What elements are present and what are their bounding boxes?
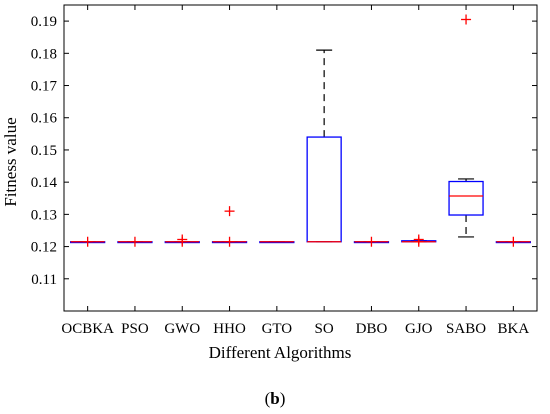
outlier-marker [508,236,519,247]
x-tick-label-gwo: GWO [164,321,200,337]
x-tick-label-hho: HHO [213,321,246,337]
outlier-marker [82,236,93,247]
y-tick-label: 0.13 [31,207,57,223]
box-dbo [353,236,390,247]
y-tick-label: 0.19 [31,14,57,30]
outlier-marker [177,234,188,245]
outlier-marker [461,14,472,25]
box-hho [211,206,248,247]
box-gto [259,241,295,244]
x-axis-title: Different Algorithms [209,343,352,362]
y-tick-label: 0.15 [31,143,57,159]
box-so [306,49,342,243]
x-tick-label-gjo: GJO [405,321,433,337]
y-axis-title: Fitness value [1,117,20,206]
outlier-marker [224,206,235,217]
y-tick-label: 0.14 [31,175,58,191]
x-tick-label-dbo: DBO [356,321,388,337]
interquartile-box [448,180,484,216]
box-sabo [448,14,484,238]
panel-label-letter: b [270,389,279,408]
box-gwo [164,234,200,247]
x-tick-label-gto: GTO [262,321,293,337]
y-tick-label: 0.11 [31,272,57,288]
plot-area [64,5,537,311]
axes: 0.11 0.12 0.13 0.14 0.15 0.16 0.17 0.18 0.19 OCBK… [31,4,538,337]
y-tick-label: 0.16 [31,111,58,127]
box-bka [495,236,532,247]
box-pso [117,236,153,247]
plot-background [64,5,537,311]
outlier-marker [413,234,424,245]
box-marks [70,14,532,247]
y-tick-label: 0.17 [31,79,58,95]
panel-label: (b) [265,389,286,408]
box-gjo [401,234,437,247]
x-tick-label-sabo: SABO [446,321,486,337]
outlier-marker [224,236,235,247]
y-tick-label: 0.18 [31,46,57,62]
outlier-marker [366,236,377,247]
axes-frame [63,4,538,312]
outlier-marker [129,236,140,247]
x-tick-label-pso: PSO [121,321,149,337]
x-tick-label-so: SO [315,321,334,337]
x-tick-label-bka: BKA [498,321,530,337]
x-tick-label-ocbka: OCBKA [61,321,114,337]
box-ocbka [70,236,106,247]
y-tick-label: 0.12 [31,240,57,256]
